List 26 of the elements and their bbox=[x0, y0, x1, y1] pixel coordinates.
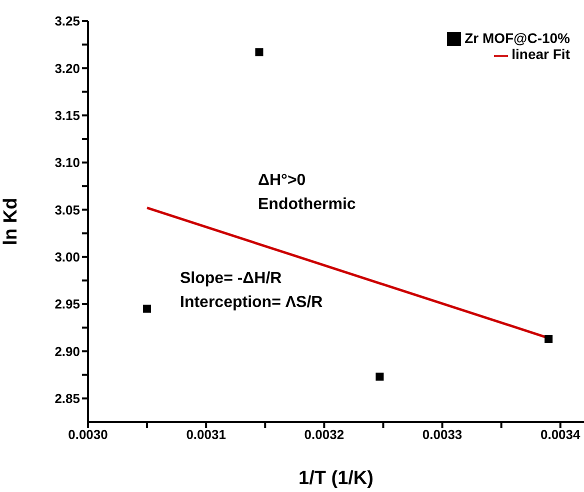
x-tick-label: 0.0034 bbox=[540, 427, 582, 442]
annotation: Slope= -ΔH/R bbox=[180, 270, 282, 288]
y-tick-label: 3.10 bbox=[54, 155, 80, 170]
annotation: Endothermic bbox=[258, 196, 356, 214]
legend-label: linear Fit bbox=[512, 46, 570, 62]
x-tick-label: 0.0032 bbox=[304, 427, 344, 442]
annotation: ΔH°>0 bbox=[258, 172, 306, 190]
x-axis-title: 1/T (1/K) bbox=[298, 468, 374, 489]
annotation: Interception= ΛS/R bbox=[180, 294, 323, 312]
y-tick-label: 3.25 bbox=[54, 14, 80, 29]
x-tick-label: 0.0033 bbox=[422, 427, 462, 442]
y-tick-label: 3.00 bbox=[54, 249, 80, 264]
y-axis-title: ln Kd bbox=[0, 198, 22, 246]
x-tick-label: 0.0030 bbox=[68, 427, 108, 442]
point bbox=[255, 48, 264, 56]
y-tick-label: 2.95 bbox=[54, 296, 80, 312]
y-tick-label: 2.90 bbox=[54, 344, 80, 359]
y-tick-label: 2.85 bbox=[54, 391, 80, 406]
x-tick-label: 0.0031 bbox=[186, 427, 226, 442]
y-tick-label: 3.15 bbox=[54, 108, 80, 123]
legend-label: Zr MOF@C-10% bbox=[464, 30, 570, 46]
point bbox=[376, 372, 384, 381]
point bbox=[143, 304, 152, 313]
point bbox=[544, 334, 553, 343]
y-tick-label: 3.20 bbox=[54, 60, 80, 76]
y-tick-label: 3.05 bbox=[54, 202, 80, 218]
